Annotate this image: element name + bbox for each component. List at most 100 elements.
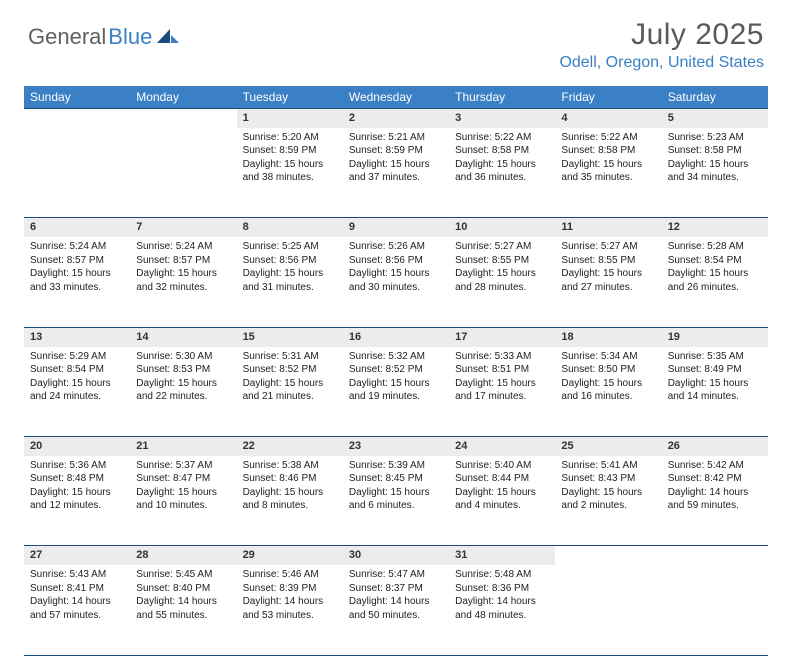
day-cell: Sunrise: 5:32 AMSunset: 8:52 PMDaylight:… (343, 347, 449, 437)
daylight-text: Daylight: 15 hours (136, 377, 230, 391)
day-cell: Sunrise: 5:40 AMSunset: 8:44 PMDaylight:… (449, 456, 555, 546)
day-number: 26 (662, 437, 768, 456)
day-number: 29 (237, 546, 343, 565)
daylight-text: Daylight: 15 hours (561, 267, 655, 281)
daylight-text: Daylight: 15 hours (136, 267, 230, 281)
sunrise-text: Sunrise: 5:38 AM (243, 459, 337, 473)
daylight-text: and 37 minutes. (349, 171, 443, 185)
day-cell: Sunrise: 5:25 AMSunset: 8:56 PMDaylight:… (237, 237, 343, 327)
day-number: 23 (343, 437, 449, 456)
daylight-text: and 32 minutes. (136, 281, 230, 295)
sunrise-text: Sunrise: 5:35 AM (668, 350, 762, 364)
day-number: 27 (24, 546, 130, 565)
empty-day-number (662, 546, 768, 565)
day-cell: Sunrise: 5:36 AMSunset: 8:48 PMDaylight:… (24, 456, 130, 546)
day-cell: Sunrise: 5:27 AMSunset: 8:55 PMDaylight:… (449, 237, 555, 327)
daylight-text: and 36 minutes. (455, 171, 549, 185)
sunrise-text: Sunrise: 5:32 AM (349, 350, 443, 364)
daylight-text: Daylight: 14 hours (455, 595, 549, 609)
sunset-text: Sunset: 8:56 PM (243, 254, 337, 268)
day-number-row: 20212223242526 (24, 437, 768, 456)
daylight-text: Daylight: 15 hours (455, 486, 549, 500)
sunrise-text: Sunrise: 5:39 AM (349, 459, 443, 473)
sunrise-text: Sunrise: 5:27 AM (455, 240, 549, 254)
daylight-text: and 30 minutes. (349, 281, 443, 295)
daylight-text: Daylight: 15 hours (561, 377, 655, 391)
weekday-header: Wednesday (343, 86, 449, 109)
sunrise-text: Sunrise: 5:24 AM (30, 240, 124, 254)
daylight-text: and 38 minutes. (243, 171, 337, 185)
sunrise-text: Sunrise: 5:36 AM (30, 459, 124, 473)
day-number: 18 (555, 327, 661, 346)
daylight-text: and 10 minutes. (136, 499, 230, 513)
day-cell: Sunrise: 5:23 AMSunset: 8:58 PMDaylight:… (662, 128, 768, 218)
sunrise-text: Sunrise: 5:22 AM (561, 131, 655, 145)
daylight-text: and 57 minutes. (30, 609, 124, 623)
day-cell: Sunrise: 5:35 AMSunset: 8:49 PMDaylight:… (662, 347, 768, 437)
page-header: General Blue July 2025 Odell, Oregon, Un… (0, 0, 792, 78)
sunset-text: Sunset: 8:46 PM (243, 472, 337, 486)
sunrise-text: Sunrise: 5:40 AM (455, 459, 549, 473)
day-cell: Sunrise: 5:34 AMSunset: 8:50 PMDaylight:… (555, 347, 661, 437)
day-number: 1 (237, 109, 343, 128)
day-number: 25 (555, 437, 661, 456)
empty-day-number (24, 109, 130, 128)
sunset-text: Sunset: 8:53 PM (136, 363, 230, 377)
day-number: 12 (662, 218, 768, 237)
daylight-text: and 16 minutes. (561, 390, 655, 404)
daylight-text: Daylight: 14 hours (668, 486, 762, 500)
sunrise-text: Sunrise: 5:26 AM (349, 240, 443, 254)
daylight-text: and 22 minutes. (136, 390, 230, 404)
daylight-text: and 14 minutes. (668, 390, 762, 404)
sunset-text: Sunset: 8:37 PM (349, 582, 443, 596)
empty-day-number (130, 109, 236, 128)
weekday-header: Thursday (449, 86, 555, 109)
daylight-text: and 33 minutes. (30, 281, 124, 295)
sunset-text: Sunset: 8:54 PM (668, 254, 762, 268)
empty-day-number (555, 546, 661, 565)
day-number-row: 2728293031 (24, 546, 768, 565)
calendar-table: Sunday Monday Tuesday Wednesday Thursday… (24, 86, 768, 656)
sunset-text: Sunset: 8:59 PM (243, 144, 337, 158)
day-cell: Sunrise: 5:41 AMSunset: 8:43 PMDaylight:… (555, 456, 661, 546)
sunrise-text: Sunrise: 5:25 AM (243, 240, 337, 254)
logo-text-general: General (28, 24, 106, 50)
sunset-text: Sunset: 8:39 PM (243, 582, 337, 596)
day-number: 2 (343, 109, 449, 128)
sunset-text: Sunset: 8:47 PM (136, 472, 230, 486)
logo-sail-icon (157, 26, 179, 49)
sunrise-text: Sunrise: 5:22 AM (455, 131, 549, 145)
daylight-text: Daylight: 15 hours (561, 486, 655, 500)
day-number: 4 (555, 109, 661, 128)
daylight-text: and 27 minutes. (561, 281, 655, 295)
logo-text-blue: Blue (108, 24, 152, 50)
sunrise-text: Sunrise: 5:20 AM (243, 131, 337, 145)
sunrise-text: Sunrise: 5:33 AM (455, 350, 549, 364)
day-cell: Sunrise: 5:45 AMSunset: 8:40 PMDaylight:… (130, 565, 236, 655)
daylight-text: Daylight: 15 hours (243, 486, 337, 500)
empty-day-cell (662, 565, 768, 655)
sunset-text: Sunset: 8:50 PM (561, 363, 655, 377)
sunrise-text: Sunrise: 5:42 AM (668, 459, 762, 473)
daylight-text: Daylight: 15 hours (561, 158, 655, 172)
daylight-text: Daylight: 14 hours (243, 595, 337, 609)
day-number: 24 (449, 437, 555, 456)
weekday-header: Saturday (662, 86, 768, 109)
day-number: 15 (237, 327, 343, 346)
month-title: July 2025 (559, 18, 764, 52)
day-number-row: 12345 (24, 109, 768, 128)
title-block: July 2025 Odell, Oregon, United States (559, 18, 764, 72)
day-number-row: 13141516171819 (24, 327, 768, 346)
daylight-text: Daylight: 14 hours (136, 595, 230, 609)
sunset-text: Sunset: 8:40 PM (136, 582, 230, 596)
sunset-text: Sunset: 8:55 PM (561, 254, 655, 268)
day-number: 5 (662, 109, 768, 128)
sunset-text: Sunset: 8:41 PM (30, 582, 124, 596)
day-number: 28 (130, 546, 236, 565)
weekday-header-row: Sunday Monday Tuesday Wednesday Thursday… (24, 86, 768, 109)
daylight-text: Daylight: 15 hours (455, 158, 549, 172)
daylight-text: and 24 minutes. (30, 390, 124, 404)
day-cell: Sunrise: 5:48 AMSunset: 8:36 PMDaylight:… (449, 565, 555, 655)
day-cell: Sunrise: 5:46 AMSunset: 8:39 PMDaylight:… (237, 565, 343, 655)
daylight-text: and 6 minutes. (349, 499, 443, 513)
